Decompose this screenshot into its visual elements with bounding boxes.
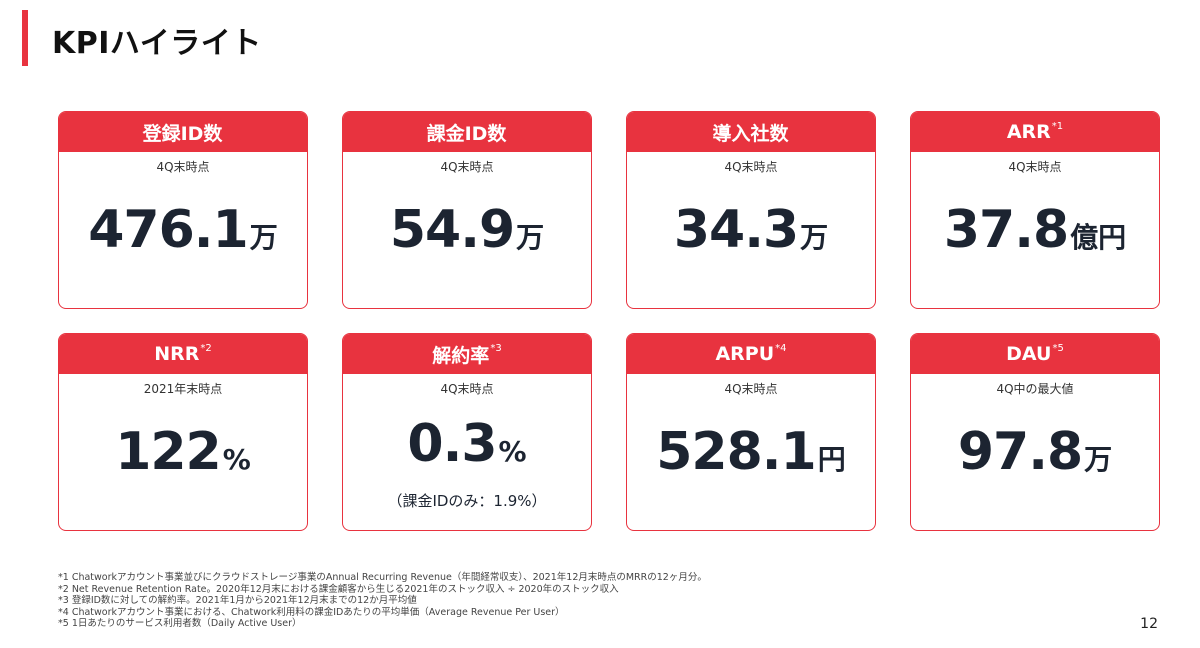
kpi-unit: 億円 xyxy=(1070,221,1127,254)
kpi-card-header: ARR *1 xyxy=(911,112,1159,152)
kpi-label: NRR xyxy=(154,343,200,365)
kpi-card-header: NRR *2 xyxy=(59,334,307,374)
kpi-value: 0.3% xyxy=(343,414,591,474)
kpi-number: 37.8 xyxy=(943,200,1069,260)
kpi-label: 登録ID数 xyxy=(142,122,223,145)
kpi-footnote-mark: *3 xyxy=(490,342,502,354)
kpi-number: 54.9 xyxy=(389,200,515,260)
kpi-period: 4Q末時点 xyxy=(1008,160,1062,174)
kpi-number: 122 xyxy=(115,422,222,482)
kpi-unit: % xyxy=(498,435,527,468)
kpi-number: 97.8 xyxy=(957,422,1083,482)
footnote: *4 Chatworkアカウント事業における、Chatwork利用料の課金IDあ… xyxy=(58,606,565,618)
kpi-card-header: 解約率 *3 xyxy=(343,334,591,374)
kpi-card-dau: DAU *5 4Q中の最大値 97.8万 xyxy=(910,333,1160,531)
kpi-card-churn-rate: 解約率 *3 4Q末時点 0.3% （課金IDのみ：1.9%） xyxy=(342,333,592,531)
kpi-value: 528.1円 xyxy=(627,422,875,482)
footnote: *1 Chatworkアカウント事業並びにクラウドストレージ事業のAnnual … xyxy=(58,572,707,583)
kpi-number: 476.1 xyxy=(88,200,248,260)
footnote: *5 1日あたりのサービス利用者数（Daily Active User） xyxy=(58,618,302,630)
kpi-period: 4Q末時点 xyxy=(156,160,210,174)
kpi-unit: 万 xyxy=(516,221,545,254)
footnotes: *1 Chatworkアカウント事業並びにクラウドストレージ事業のAnnual … xyxy=(58,572,707,630)
kpi-value: 122% xyxy=(59,422,307,482)
footnote: *3 登録ID数に対しての解約率。2021年1月から2021年12月末までの12… xyxy=(58,595,417,607)
title-accent-bar xyxy=(22,10,28,66)
kpi-unit: 円 xyxy=(817,443,846,476)
footnote: *2 Net Revenue Retention Rate。2020年12月末に… xyxy=(58,583,619,595)
kpi-note: （課金IDのみ：1.9%） xyxy=(387,492,547,510)
kpi-unit: 万 xyxy=(1084,443,1113,476)
kpi-card-companies: 導入社数 4Q末時点 34.3万 xyxy=(626,111,876,309)
kpi-label: 課金ID数 xyxy=(426,122,507,145)
kpi-card-header: 登録ID数 xyxy=(59,112,307,152)
kpi-label: ARPU xyxy=(715,343,775,365)
kpi-card-arpu: ARPU *4 4Q末時点 528.1円 xyxy=(626,333,876,531)
kpi-label: 解約率 xyxy=(432,344,490,367)
kpi-number: 34.3 xyxy=(673,200,799,260)
kpi-footnote-mark: *5 xyxy=(1052,342,1064,354)
kpi-period: 4Q末時点 xyxy=(440,160,494,174)
kpi-label: ARR xyxy=(1006,121,1051,143)
kpi-card-registered-ids: 登録ID数 4Q末時点 476.1万 xyxy=(58,111,308,309)
kpi-value: 37.8億円 xyxy=(911,200,1159,260)
kpi-value: 34.3万 xyxy=(627,200,875,260)
kpi-card-header: DAU *5 xyxy=(911,334,1159,374)
page-number: 12 xyxy=(1140,616,1158,632)
kpi-number: 0.3 xyxy=(407,414,497,474)
kpi-card-paid-ids: 課金ID数 4Q末時点 54.9万 xyxy=(342,111,592,309)
kpi-card-nrr: NRR *2 2021年末時点 122% xyxy=(58,333,308,531)
kpi-label: 導入社数 xyxy=(712,122,789,145)
kpi-footnote-mark: *2 xyxy=(200,342,212,354)
page-title: KPIハイライト xyxy=(52,26,262,61)
kpi-label: DAU xyxy=(1006,343,1052,365)
kpi-footnote-mark: *1 xyxy=(1051,120,1064,132)
kpi-period: 4Q末時点 xyxy=(440,382,494,396)
kpi-card-header: ARPU *4 xyxy=(627,334,875,374)
kpi-unit: 万 xyxy=(249,221,278,254)
kpi-value: 476.1万 xyxy=(59,200,307,260)
kpi-value: 54.9万 xyxy=(343,200,591,260)
kpi-card-arr: ARR *1 4Q末時点 37.8億円 xyxy=(910,111,1160,309)
kpi-period: 2021年末時点 xyxy=(143,382,223,396)
kpi-period: 4Q末時点 xyxy=(724,160,778,174)
kpi-grid: 登録ID数 4Q末時点 476.1万 課金ID数 4Q末時点 54.9万 導入社… xyxy=(58,111,1160,531)
kpi-card-header: 導入社数 xyxy=(627,112,875,152)
kpi-footnote-mark: *4 xyxy=(775,342,787,354)
kpi-unit: 万 xyxy=(800,221,829,254)
kpi-period: 4Q中の最大値 xyxy=(996,382,1074,396)
kpi-number: 528.1 xyxy=(656,422,816,482)
kpi-card-header: 課金ID数 xyxy=(343,112,591,152)
kpi-period: 4Q末時点 xyxy=(724,382,778,396)
kpi-unit: % xyxy=(222,443,251,476)
kpi-value: 97.8万 xyxy=(911,422,1159,482)
